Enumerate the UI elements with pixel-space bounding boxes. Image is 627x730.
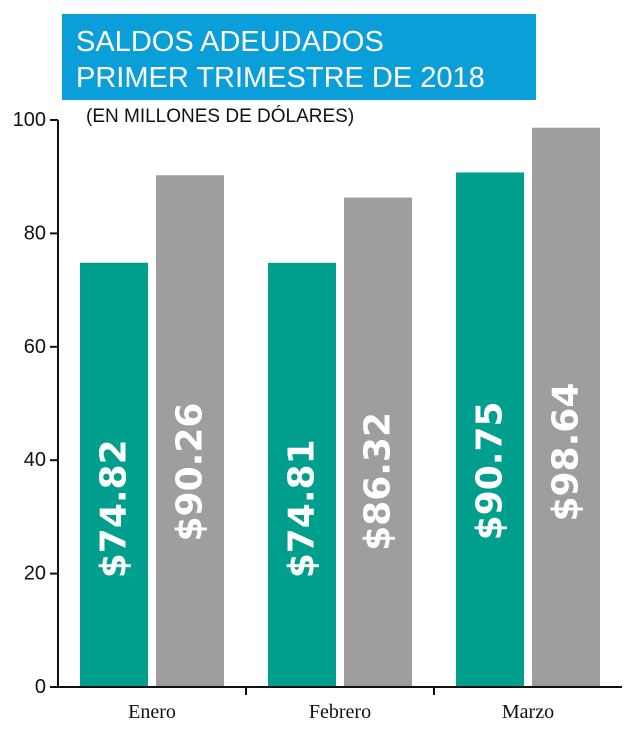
x-tick-label-febrero: Febrero [309,701,371,723]
bar-enero-series-1 [80,262,148,687]
chart-title-line-2: PRIMER TRIMESTRE DE 2018 [76,62,485,94]
y-tick-label: 100 [13,109,46,131]
chart-title-line-1: SALDOS ADEUDADOS [76,26,384,58]
bar-marzo-series-1 [456,172,524,687]
bar-value-label: $90.26 [170,403,211,542]
bar-marzo-series-2 [532,127,600,688]
y-tick-label: 60 [24,336,46,358]
x-tick-label-marzo: Marzo [502,701,554,723]
y-tick-label: 40 [24,449,46,471]
y-tick-label: 0 [35,676,46,698]
x-tick-label-enero: Enero [128,701,176,723]
bar-value-label: $74.82 [94,439,135,578]
bar-value-label: $98.64 [546,383,587,522]
bar-enero-series-2 [156,175,224,687]
bar-value-label: $86.32 [358,412,399,551]
bar-value-label: $90.75 [470,401,511,540]
chart-subtitle: (EN MILLONES DE DÓLARES) [86,106,355,127]
bar-febrero-series-1 [268,262,336,687]
y-tick-label: 80 [24,222,46,244]
bar-value-label: $74.81 [282,439,323,578]
bar-febrero-series-2 [344,197,412,687]
y-tick-label: 20 [24,563,46,585]
chart-title-box: SALDOS ADEUDADOS PRIMER TRIMESTRE DE 201… [62,14,536,100]
